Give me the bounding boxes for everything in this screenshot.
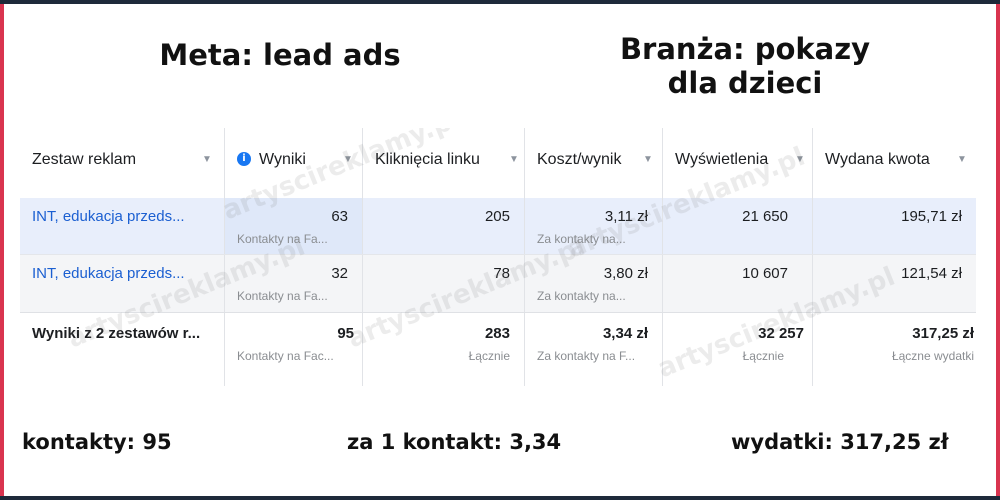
column-label: Wydana kwota	[825, 151, 930, 168]
total-results-value: 95	[337, 325, 354, 342]
column-header-amount-spent[interactable]: Wydana kwota ▼	[812, 128, 976, 198]
footer-cost-per-contact: za 1 kontakt: 3,34	[347, 430, 562, 454]
frame-top-border	[0, 0, 1000, 4]
column-header-impressions[interactable]: Wyświetlenia ▼	[662, 128, 812, 198]
total-link-clicks-value: 283	[484, 325, 510, 342]
cost-per-result-value: 3,11 zł	[604, 208, 648, 225]
table-row[interactable]: INT, edukacja przeds... 32 Kontakty na F…	[20, 254, 976, 313]
table-total-row: Wyniki z 2 zestawów r... 95 Kontakty na …	[20, 312, 976, 386]
frame-left-border	[0, 0, 4, 500]
column-header-cost-per-result[interactable]: Koszt/wynik ▼	[524, 128, 662, 198]
sort-caret-icon[interactable]: ▼	[202, 154, 212, 165]
impressions-value: 10 607	[742, 265, 788, 282]
impressions-value: 21 650	[742, 208, 788, 225]
link-clicks-value: 205	[484, 208, 510, 225]
total-cost-per-result-value: 3,34 zł	[602, 325, 648, 342]
link-clicks-value: 78	[493, 265, 510, 282]
results-type: Kontakty na Fa...	[237, 289, 328, 303]
heading-industry: Branża: pokazy dla dzieci	[595, 32, 895, 100]
info-icon[interactable]: i	[237, 152, 251, 166]
total-label: Wyniki z 2 zestawów r...	[32, 325, 201, 342]
column-header-results[interactable]: i Wyniki ▼	[224, 128, 362, 198]
column-label: Wyniki	[259, 151, 306, 168]
ad-set-name-link[interactable]: INT, edukacja przeds...	[32, 208, 185, 225]
cost-per-result-type: Za kontakty na...	[537, 232, 626, 246]
column-header-link-clicks[interactable]: Kliknięcia linku ▼	[362, 128, 524, 198]
sort-caret-icon[interactable]: ▼	[343, 154, 353, 165]
footer-spend: wydatki: 317,25 zł	[731, 430, 949, 454]
ad-set-name-link[interactable]: INT, edukacja przeds...	[32, 265, 185, 282]
column-header-ad-set[interactable]: Zestaw reklam ▼	[20, 128, 224, 198]
heading-platform: Meta: lead ads	[159, 38, 401, 72]
sort-caret-icon[interactable]: ▼	[957, 154, 967, 165]
results-value: 63	[331, 208, 348, 225]
ads-results-table: Zestaw reklam ▼ i Wyniki ▼ Kliknięcia li…	[20, 128, 976, 386]
amount-spent-value: 121,54 zł	[901, 265, 962, 282]
column-label: Zestaw reklam	[32, 151, 137, 168]
table-row[interactable]: INT, edukacja przeds... 63 Kontakty na F…	[20, 198, 976, 254]
total-amount-spent-type: Łączne wydatki	[891, 349, 974, 363]
sort-caret-icon[interactable]: ▼	[643, 154, 653, 165]
footer-contacts: kontakty: 95	[22, 430, 172, 454]
sort-caret-icon[interactable]: ▼	[509, 154, 519, 165]
heading-industry-line2: dla dzieci	[667, 66, 823, 100]
results-value: 32	[331, 265, 348, 282]
total-results-type: Kontakty na Fac...	[237, 349, 334, 363]
total-impressions-value: 32 257	[758, 325, 804, 342]
amount-spent-value: 195,71 zł	[901, 208, 962, 225]
heading-industry-line1: Branża: pokazy	[619, 32, 871, 66]
total-cost-per-result-type: Za kontakty na F...	[537, 349, 636, 363]
column-label: Kliknięcia linku	[375, 151, 480, 168]
column-label: Koszt/wynik	[537, 151, 622, 168]
total-link-clicks-type: Łącznie	[468, 349, 510, 363]
column-label: Wyświetlenia	[675, 151, 769, 168]
table-header-row: Zestaw reklam ▼ i Wyniki ▼ Kliknięcia li…	[20, 128, 976, 198]
results-type: Kontakty na Fa...	[237, 232, 328, 246]
sort-caret-icon[interactable]: ▼	[795, 154, 805, 165]
cost-per-result-value: 3,80 zł	[603, 265, 648, 282]
total-amount-spent-value: 317,25 zł	[912, 325, 974, 342]
total-impressions-type: Łącznie	[742, 349, 784, 363]
frame-right-border	[996, 0, 1000, 500]
frame-bottom-border	[0, 496, 1000, 500]
cost-per-result-type: Za kontakty na...	[537, 289, 626, 303]
